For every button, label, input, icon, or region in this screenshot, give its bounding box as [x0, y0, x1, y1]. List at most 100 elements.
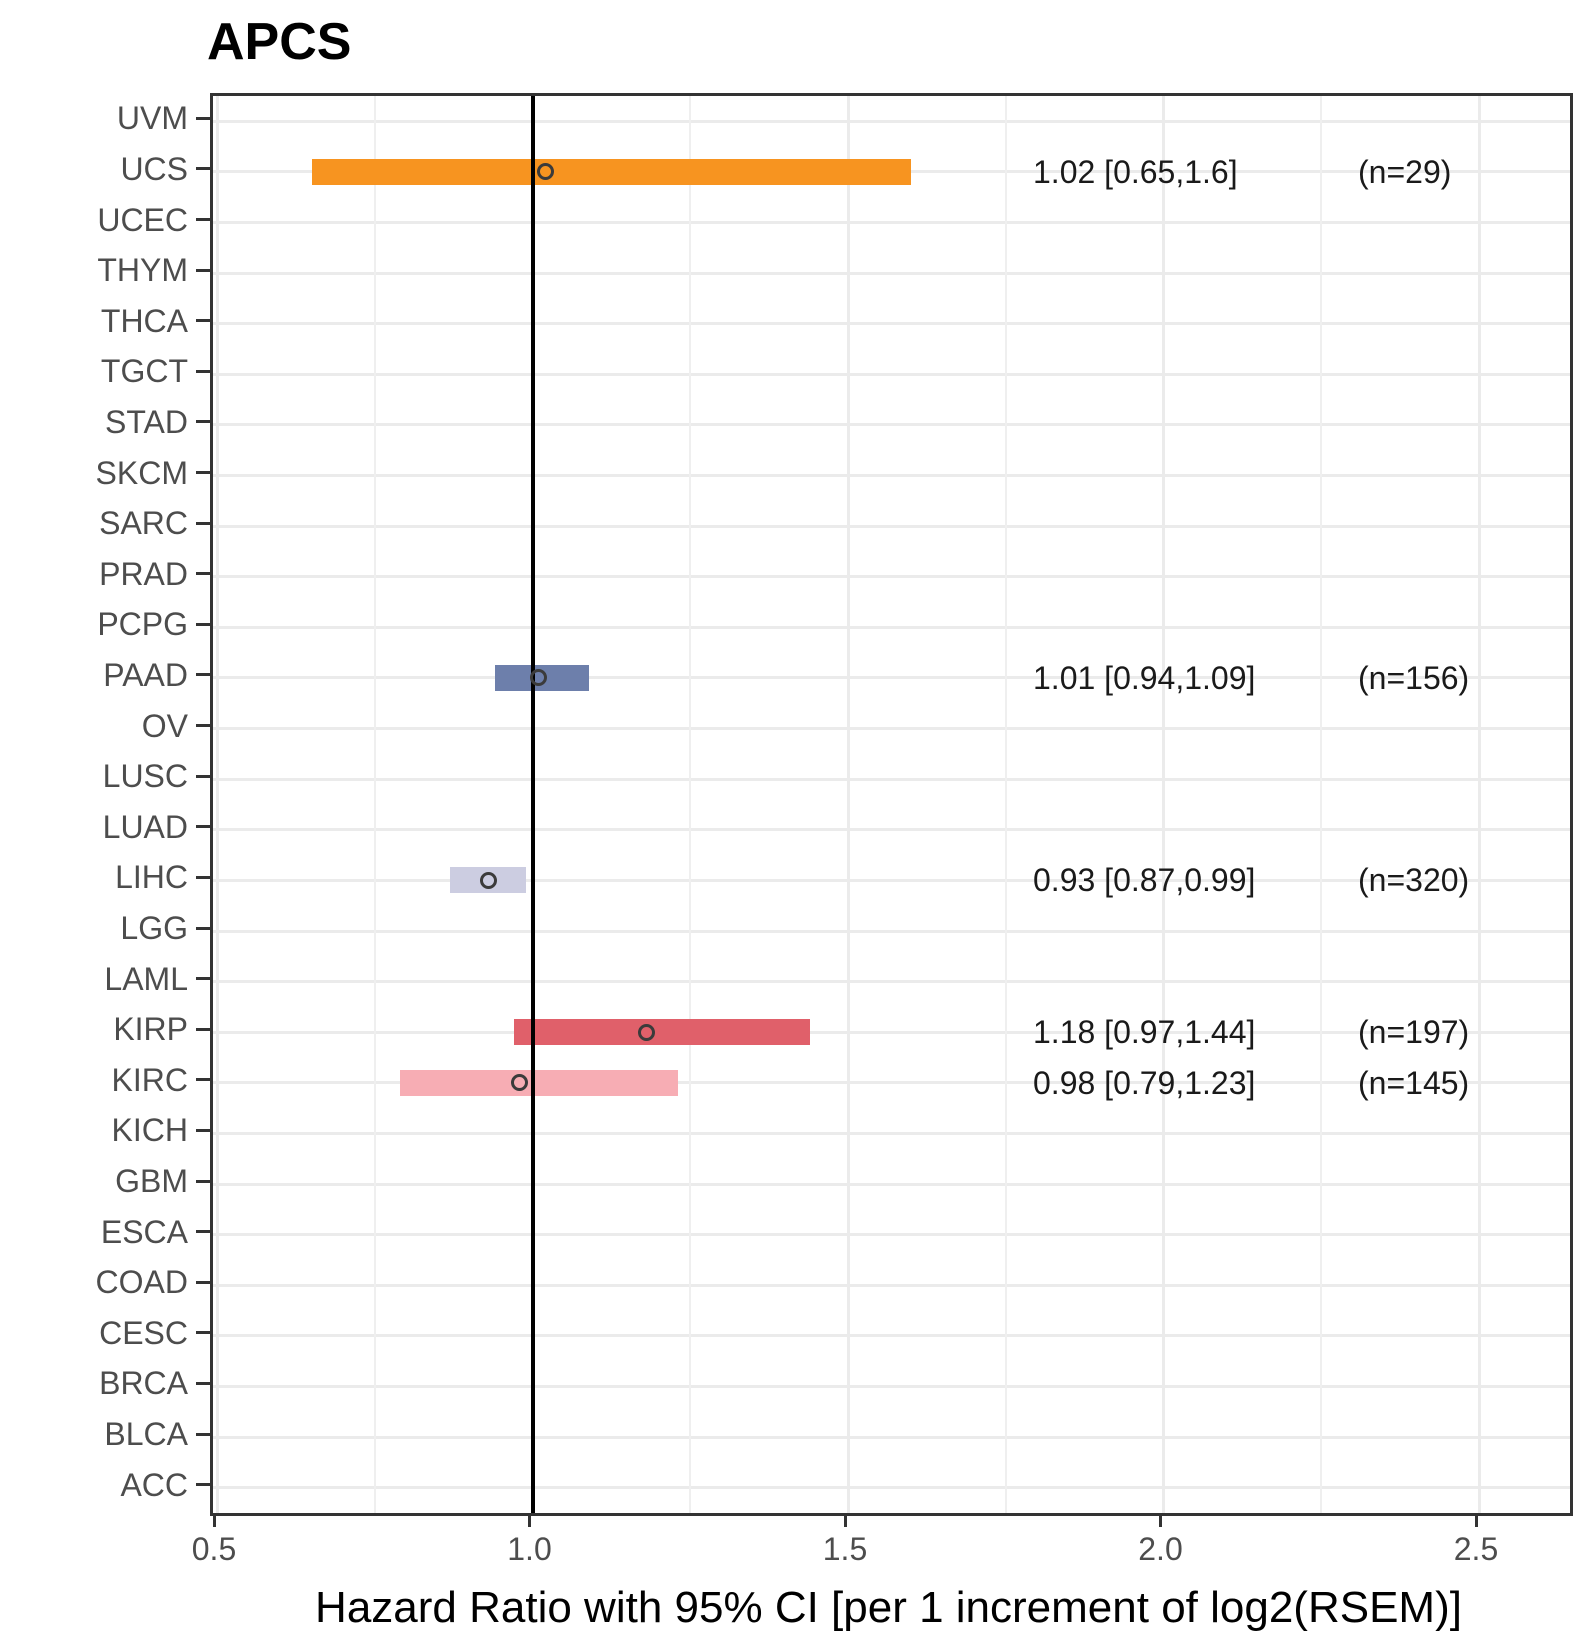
reference-line-hr1: [530, 96, 535, 1513]
y-axis-label-lgg: LGG: [120, 910, 188, 947]
gridline-vertical-major: [846, 96, 850, 1513]
y-axis-label-lihc: LIHC: [115, 859, 188, 896]
gridline-horizontal: [213, 1081, 1570, 1085]
x-axis-tick-label: 1.5: [822, 1531, 868, 1567]
gridline-horizontal: [213, 929, 1570, 933]
y-axis-tick: [196, 1179, 210, 1183]
gridline-horizontal: [213, 271, 1570, 275]
gridline-horizontal: [213, 1334, 1570, 1338]
y-axis-label-gbm: GBM: [115, 1163, 188, 1200]
ci-annotation-kirc: 0.98 [0.79,1.23]: [1033, 1064, 1256, 1101]
y-axis-label-acc: ACC: [120, 1466, 188, 1503]
gridline-horizontal: [213, 1182, 1570, 1186]
gridline-horizontal: [213, 1131, 1570, 1135]
gridline-vertical-minor: [689, 96, 692, 1513]
y-axis-tick: [196, 319, 210, 323]
y-axis-tick: [196, 167, 210, 171]
gridline-horizontal: [213, 221, 1570, 225]
x-axis-tick: [1159, 1513, 1162, 1527]
y-axis-label-prad: PRAD: [99, 555, 188, 592]
ci-bar-kirc: [399, 1069, 678, 1096]
gridline-horizontal: [213, 1384, 1570, 1388]
gridline-horizontal: [213, 1283, 1570, 1287]
gridline-horizontal: [213, 1233, 1570, 1237]
y-axis-tick: [196, 116, 210, 120]
hr-point-kirp: [637, 1023, 655, 1041]
x-axis-tick-label: 0.5: [191, 1531, 237, 1567]
y-axis-tick: [196, 1381, 210, 1385]
gridline-horizontal: [213, 676, 1570, 680]
gridline-horizontal: [213, 1486, 1570, 1490]
y-axis-tick: [196, 622, 210, 626]
y-axis-label-cesc: CESC: [99, 1314, 188, 1351]
y-axis-tick: [196, 471, 210, 475]
gridline-horizontal: [213, 777, 1570, 781]
x-axis-tick: [528, 1513, 531, 1527]
y-axis-label-blca: BLCA: [104, 1416, 188, 1453]
hr-point-lihc: [479, 871, 497, 889]
x-axis-tick-label: 2.5: [1453, 1531, 1499, 1567]
gridline-vertical-major: [1477, 96, 1481, 1513]
x-axis-title: Hazard Ratio with 95% CI [per 1 incremen…: [315, 1583, 1462, 1632]
n-annotation-kirc: (n=145): [1358, 1064, 1470, 1101]
x-axis-tick-label: 1.0: [507, 1531, 552, 1567]
gridline-horizontal: [213, 322, 1570, 326]
gridline-horizontal: [213, 372, 1570, 376]
y-axis-tick: [196, 724, 210, 728]
n-annotation-kirp: (n=197): [1358, 1014, 1470, 1051]
x-axis-tick: [1474, 1513, 1478, 1527]
gridline-horizontal: [213, 980, 1570, 984]
y-axis-label-paad: PAAD: [103, 656, 188, 693]
y-axis-tick: [196, 1230, 210, 1234]
gridline-horizontal: [213, 524, 1570, 528]
y-axis-label-stad: STAD: [105, 403, 188, 440]
y-axis-label-kirp: KIRP: [113, 1011, 188, 1048]
y-axis-tick: [196, 1432, 210, 1436]
ci-annotation-paad: 1.01 [0.94,1.09]: [1033, 659, 1256, 696]
ci-bar-ucs: [311, 158, 912, 185]
y-axis-label-pcpg: PCPG: [97, 606, 188, 643]
y-axis-tick: [196, 218, 210, 222]
y-axis-label-skcm: SKCM: [95, 454, 188, 491]
x-axis-tick-label: 2.0: [1138, 1531, 1183, 1567]
y-axis-label-ucec: UCEC: [97, 201, 188, 238]
y-axis-tick: [196, 825, 210, 829]
y-axis-tick: [196, 369, 210, 373]
hr-point-ucs: [536, 163, 554, 181]
gridline-vertical-major: [215, 96, 219, 1513]
ci-annotation-kirp: 1.18 [0.97,1.44]: [1033, 1014, 1256, 1051]
y-axis-tick: [196, 1128, 210, 1132]
gridline-horizontal: [213, 625, 1570, 629]
gridline-horizontal: [213, 828, 1570, 832]
y-axis-label-esca: ESCA: [100, 1213, 188, 1250]
y-axis-tick: [196, 1027, 210, 1031]
y-axis-tick: [196, 774, 210, 778]
y-axis-label-ov: OV: [141, 707, 188, 744]
y-axis-tick: [196, 1483, 210, 1487]
x-axis-tick: [843, 1513, 847, 1527]
gridline-horizontal: [213, 575, 1570, 579]
y-axis-label-brca: BRCA: [99, 1365, 188, 1402]
x-axis-tick: [212, 1513, 216, 1527]
gridline-horizontal: [213, 1030, 1570, 1034]
y-axis-label-thca: THCA: [100, 302, 188, 339]
y-axis-label-lusc: LUSC: [102, 758, 188, 795]
gridline-horizontal: [213, 423, 1570, 427]
gridline-horizontal: [213, 474, 1570, 478]
n-annotation-paad: (n=156): [1358, 659, 1470, 696]
n-annotation-ucs: (n=29): [1358, 153, 1452, 190]
gridline-horizontal: [213, 119, 1570, 123]
y-axis-label-kirc: KIRC: [111, 1061, 188, 1098]
hr-point-kirc: [511, 1074, 529, 1092]
ci-bar-kirp: [513, 1019, 811, 1046]
gridline-horizontal: [213, 878, 1570, 882]
y-axis-label-tgct: TGCT: [100, 353, 188, 390]
gridline-horizontal: [213, 1435, 1570, 1439]
y-axis-tick: [196, 572, 210, 576]
gridline-vertical-major: [1162, 96, 1165, 1513]
y-axis-tick: [196, 1078, 210, 1082]
y-axis-label-ucs: UCS: [120, 150, 188, 187]
y-axis-label-sarc: SARC: [99, 505, 188, 542]
gridline-vertical-minor: [1320, 96, 1323, 1513]
